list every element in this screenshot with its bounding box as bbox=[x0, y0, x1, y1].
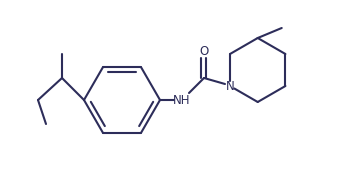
Text: N: N bbox=[226, 79, 234, 92]
Text: O: O bbox=[199, 44, 209, 57]
Text: NH: NH bbox=[173, 94, 191, 107]
